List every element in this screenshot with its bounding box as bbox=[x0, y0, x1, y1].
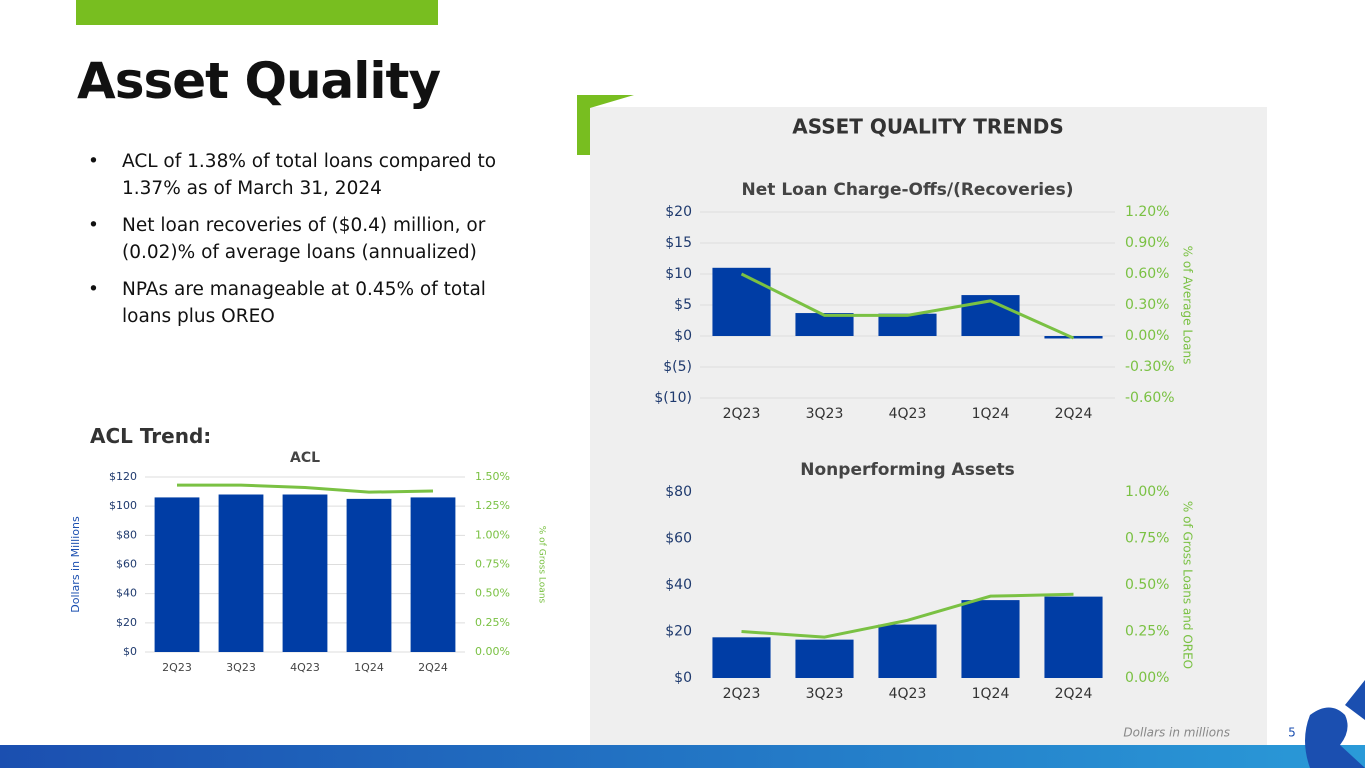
y-tick-label: $80 bbox=[665, 484, 692, 500]
y-tick-label: $40 bbox=[665, 577, 692, 593]
bullet: NPAs are manageable at 0.45% of total lo… bbox=[88, 276, 518, 330]
y2-tick-label: 0.90% bbox=[1125, 235, 1169, 251]
y-tick-label: $20 bbox=[665, 624, 692, 640]
x-tick-label: 2Q24 bbox=[1055, 406, 1093, 422]
y2-axis-label: % of Average Loans bbox=[1181, 246, 1195, 365]
footer-band bbox=[0, 745, 1365, 768]
x-tick-label: 2Q23 bbox=[723, 406, 761, 422]
x-tick-label: 2Q23 bbox=[162, 661, 192, 674]
bar bbox=[712, 637, 771, 678]
y2-tick-label: 0.60% bbox=[1125, 266, 1169, 282]
y2-tick-label: 0.00% bbox=[1125, 670, 1169, 686]
y-tick-label: $0 bbox=[674, 328, 692, 344]
acl-heading: ACL Trend: bbox=[90, 424, 212, 448]
bar bbox=[712, 267, 771, 336]
y2-tick-label: -0.30% bbox=[1125, 359, 1175, 375]
y-tick-label: $60 bbox=[665, 531, 692, 547]
line bbox=[741, 592, 1074, 639]
y2-tick-label: 1.20% bbox=[1125, 204, 1169, 220]
x-tick-label: 4Q23 bbox=[290, 661, 320, 674]
y2-tick-label: 0.25% bbox=[475, 616, 510, 629]
bar bbox=[795, 313, 854, 336]
panel-title: ASSET QUALITY TRENDS bbox=[792, 115, 1063, 139]
y2-tick-label: 1.25% bbox=[475, 499, 510, 512]
bar bbox=[218, 494, 264, 652]
y-tick-label: $120 bbox=[109, 470, 137, 483]
bar bbox=[346, 498, 392, 652]
y2-axis-label: % of Gross Loans bbox=[537, 526, 547, 604]
x-tick-label: 2Q24 bbox=[418, 661, 448, 674]
chart-title: ACL bbox=[290, 450, 320, 466]
y2-tick-label: 0.00% bbox=[1125, 328, 1169, 344]
x-tick-label: 1Q24 bbox=[972, 686, 1010, 702]
y2-tick-label: 0.50% bbox=[1125, 577, 1169, 593]
x-tick-label: 1Q24 bbox=[354, 661, 384, 674]
y-axis-label: Dollars in Millions bbox=[69, 516, 82, 613]
x-tick-label: 4Q23 bbox=[889, 406, 927, 422]
line bbox=[740, 272, 1075, 340]
bar bbox=[1044, 596, 1103, 678]
bar bbox=[795, 639, 854, 678]
slide-title: Asset Quality bbox=[77, 52, 441, 110]
line bbox=[177, 483, 434, 494]
y2-tick-label: 0.30% bbox=[1125, 297, 1169, 313]
x-tick-label: 3Q23 bbox=[806, 406, 844, 422]
y2-tick-label: 1.00% bbox=[1125, 484, 1169, 500]
y-tick-label: $40 bbox=[116, 587, 137, 600]
bar bbox=[282, 494, 328, 652]
y2-tick-label: 0.75% bbox=[1125, 531, 1169, 547]
y-tick-label: $(10) bbox=[654, 390, 692, 406]
y-tick-label: $20 bbox=[116, 616, 137, 629]
y2-axis-label: % of Gross Loans and OREO bbox=[1181, 501, 1195, 669]
y-tick-label: $100 bbox=[109, 499, 137, 512]
x-tick-label: 3Q23 bbox=[226, 661, 256, 674]
x-tick-label: 2Q24 bbox=[1055, 686, 1093, 702]
bar bbox=[410, 497, 456, 652]
y2-tick-label: 0.00% bbox=[475, 645, 510, 658]
x-tick-label: 1Q24 bbox=[972, 406, 1010, 422]
chart-title: Net Loan Charge-Offs/(Recoveries) bbox=[742, 180, 1074, 200]
page-number: 5 bbox=[1288, 726, 1296, 740]
y-tick-label: $10 bbox=[665, 266, 692, 282]
y2-tick-label: 1.50% bbox=[475, 470, 510, 483]
bar bbox=[154, 497, 200, 652]
logo-shape bbox=[1305, 680, 1365, 768]
bar bbox=[961, 600, 1020, 678]
y2-tick-label: 0.25% bbox=[1125, 624, 1169, 640]
panel-corner bbox=[577, 95, 634, 155]
y2-tick-label: 1.00% bbox=[475, 528, 510, 541]
y2-tick-label: 0.50% bbox=[475, 587, 510, 600]
y-tick-label: $15 bbox=[665, 235, 692, 251]
x-tick-label: 4Q23 bbox=[889, 686, 927, 702]
y-tick-label: $(5) bbox=[663, 359, 692, 375]
y-tick-label: $60 bbox=[116, 558, 137, 571]
accent-bar bbox=[76, 0, 438, 25]
bullet-list: ACL of 1.38% of total loans compared to … bbox=[88, 148, 518, 340]
y2-tick-label: 0.75% bbox=[475, 558, 510, 571]
bar bbox=[878, 313, 937, 336]
y2-tick-label: -0.60% bbox=[1125, 390, 1175, 406]
bullet: ACL of 1.38% of total loans compared to … bbox=[88, 148, 518, 202]
bullet: Net loan recoveries of ($0.4) million, o… bbox=[88, 212, 518, 266]
y-tick-label: $20 bbox=[665, 204, 692, 220]
x-tick-label: 3Q23 bbox=[806, 686, 844, 702]
y-tick-label: $80 bbox=[116, 528, 137, 541]
y-tick-label: $0 bbox=[123, 645, 137, 658]
footnote: Dollars in millions bbox=[1123, 726, 1230, 740]
bar bbox=[878, 624, 937, 678]
x-tick-label: 2Q23 bbox=[723, 686, 761, 702]
y-tick-label: $0 bbox=[674, 670, 692, 686]
chart-title: Nonperforming Assets bbox=[800, 460, 1014, 480]
y-tick-label: $5 bbox=[674, 297, 692, 313]
